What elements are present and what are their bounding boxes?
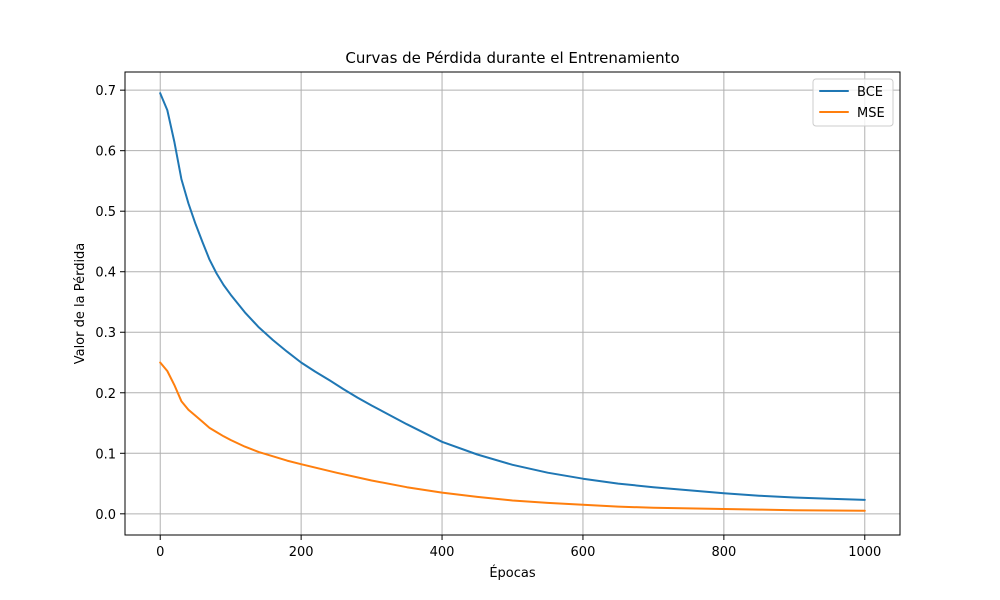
plot-area-frame bbox=[124, 71, 901, 536]
x-tick-label: 0 bbox=[156, 545, 164, 560]
ticks-layer: 0 200 400 600 800 1000 0.0 0.1 0.2 0.3 0.4 0.5 0.6 0.… bbox=[95, 84, 881, 560]
y-tick-label: 0.0 bbox=[95, 508, 116, 523]
series-layer bbox=[159, 92, 866, 512]
series-line-bce bbox=[159, 92, 866, 501]
x-tick-label: 600 bbox=[571, 545, 596, 560]
y-tick-label: 0.1 bbox=[95, 447, 116, 462]
y-tick-label: 0.3 bbox=[95, 326, 116, 341]
y-tick-label: 0.2 bbox=[95, 387, 116, 402]
x-axis-label: Épocas bbox=[489, 565, 536, 581]
chart-title: Curvas de Pérdida durante el Entrenamien… bbox=[345, 49, 679, 67]
x-tick-label: 400 bbox=[430, 545, 455, 560]
grid-layer bbox=[125, 72, 900, 535]
x-tick-label: 800 bbox=[711, 545, 736, 560]
y-tick-label: 0.7 bbox=[95, 84, 116, 99]
y-axis-label: Valor de la Pérdida bbox=[73, 243, 88, 365]
y-tick-label: 0.4 bbox=[95, 266, 116, 281]
y-tick-label: 0.6 bbox=[95, 145, 116, 160]
legend: BCE MSE bbox=[812, 78, 894, 127]
x-tick-label: 1000 bbox=[848, 545, 881, 560]
legend-label-bce: BCE bbox=[857, 85, 883, 100]
series-line-mse bbox=[159, 361, 866, 512]
y-tick-label: 0.5 bbox=[95, 205, 116, 220]
legend-label-mse: MSE bbox=[857, 106, 885, 121]
x-tick-label: 200 bbox=[289, 545, 314, 560]
